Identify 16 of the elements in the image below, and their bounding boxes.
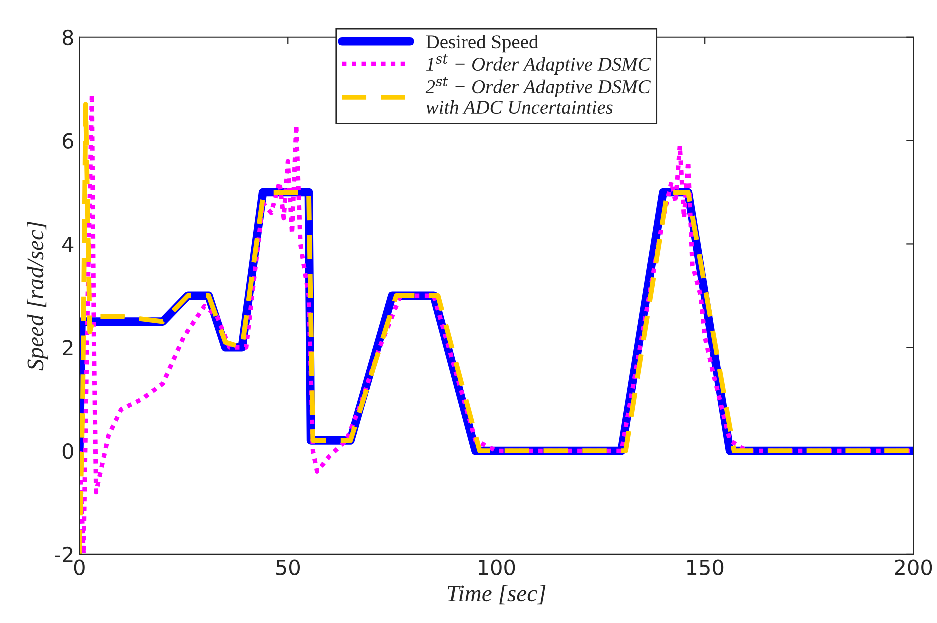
y-tick-label: 8	[62, 30, 74, 46]
legend-label: 2$^{st}$ − Order Adaptive DSMC with ADC Uncertainties	[426, 77, 652, 114]
legend-label: Desired Speed	[426, 34, 538, 53]
y-tick-label: 4	[62, 236, 74, 252]
y-tick-label: 2	[63, 340, 73, 356]
x-tick-label: 100	[479, 560, 516, 576]
y-axis-title: Speed [rad/sec]	[27, 222, 48, 371]
x-axis-title: Time [sec]	[448, 585, 546, 605]
legend-label: 1$^{st}$ − Order Adaptive DSMC	[426, 54, 652, 75]
x-tick-label: 50	[276, 560, 300, 576]
y-tick-label: 6	[62, 133, 74, 150]
y-tick-label: -2	[55, 546, 73, 562]
y-tick-label: 0	[62, 444, 74, 460]
x-tick-label: 200	[895, 560, 932, 576]
x-tick-label: 150	[688, 560, 724, 576]
x-tick-label: 0	[74, 560, 85, 576]
